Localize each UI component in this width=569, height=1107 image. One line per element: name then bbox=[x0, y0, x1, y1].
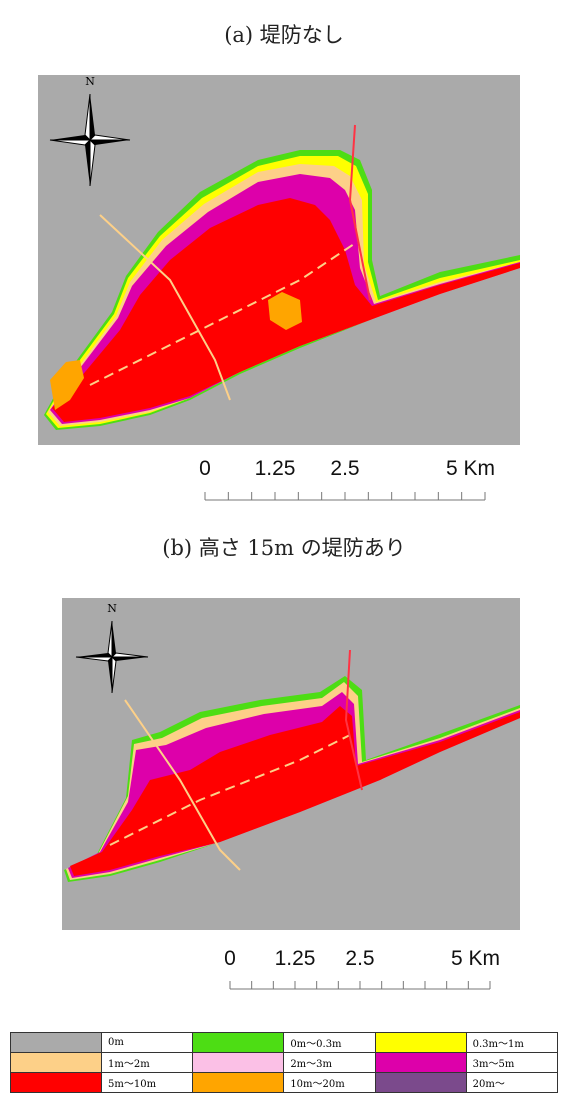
scale-label: 0 bbox=[199, 457, 211, 480]
legend-label: 20m～ bbox=[466, 1073, 557, 1093]
legend-label: 3m～5m bbox=[466, 1053, 557, 1073]
legend-label: 10m～20m bbox=[284, 1073, 375, 1093]
legend-swatch bbox=[193, 1073, 284, 1093]
legend-label: 2m～3m bbox=[284, 1053, 375, 1073]
legend-swatch bbox=[11, 1073, 102, 1093]
legend-label: 1m～2m bbox=[102, 1053, 193, 1073]
scale-label: 5 Km bbox=[451, 947, 500, 970]
panel-title: (a) 堤防なし bbox=[224, 23, 344, 47]
legend-swatch bbox=[11, 1053, 102, 1073]
legend-swatch bbox=[375, 1053, 466, 1073]
scale-label: 2.5 bbox=[345, 947, 374, 970]
legend-label: 0.3m～1m bbox=[466, 1033, 557, 1053]
scale-bar: 0 1.25 2.5 5 Km bbox=[199, 457, 495, 500]
legend-swatch bbox=[11, 1033, 102, 1053]
north-label: N bbox=[85, 75, 95, 88]
legend-swatch bbox=[375, 1073, 466, 1093]
scale-label: 1.25 bbox=[275, 947, 316, 970]
scale-label: 1.25 bbox=[255, 457, 296, 480]
legend-row: 0m 0m～0.3m 0.3m～1m bbox=[11, 1033, 558, 1053]
scale-label: 0 bbox=[224, 947, 236, 970]
legend-label: 5m～10m bbox=[102, 1073, 193, 1093]
legend-label: 0m bbox=[102, 1033, 193, 1053]
legend-label: 0m～0.3m bbox=[284, 1033, 375, 1053]
north-label: N bbox=[107, 602, 117, 615]
scale-bar: 0 1.25 2.5 5 Km bbox=[224, 947, 500, 989]
map bbox=[62, 598, 520, 930]
legend-row: 1m～2m 2m～3m 3m～5m bbox=[11, 1053, 558, 1073]
legend-swatch bbox=[193, 1053, 284, 1073]
scale-label: 2.5 bbox=[330, 457, 359, 480]
legend-swatch bbox=[375, 1033, 466, 1053]
page: (a) 堤防なし N 0 1.25 2.5 5 Km (b) 高さ 15m の堤防あり… bbox=[0, 0, 569, 1107]
legend-swatch bbox=[193, 1033, 284, 1053]
legend: 0m 0m～0.3m 0.3m～1m 1m～2m 2m～3m 3m～5m 5m～10m 10m… bbox=[10, 1032, 558, 1093]
figure: (a) 堤防なし N 0 1.25 2.5 5 Km (b) 高さ 15m の堤防あり… bbox=[0, 0, 569, 1030]
legend-row: 5m～10m 10m～20m 20m～ bbox=[11, 1073, 558, 1093]
panel-title: (b) 高さ 15m の堤防あり bbox=[162, 536, 406, 560]
map bbox=[38, 75, 520, 445]
scale-label: 5 Km bbox=[446, 457, 495, 480]
